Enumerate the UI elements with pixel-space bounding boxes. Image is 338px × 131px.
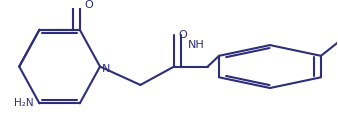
Text: O: O	[85, 0, 94, 10]
Text: H₂N: H₂N	[14, 98, 34, 108]
Text: O: O	[178, 30, 187, 40]
Text: NH: NH	[188, 40, 205, 50]
Text: N: N	[102, 64, 110, 74]
